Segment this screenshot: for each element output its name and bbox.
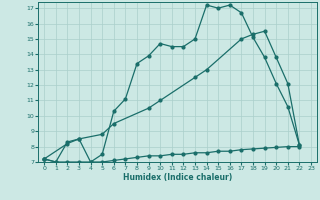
X-axis label: Humidex (Indice chaleur): Humidex (Indice chaleur) bbox=[123, 173, 232, 182]
